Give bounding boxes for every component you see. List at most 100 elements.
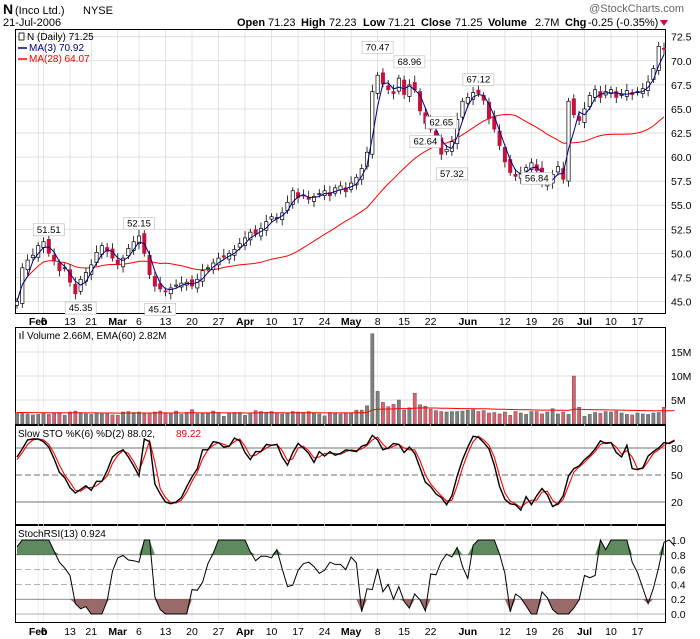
volume-bar-up	[640, 413, 645, 425]
candle-up	[311, 196, 316, 202]
volume-tick-label: 5M	[671, 395, 686, 407]
x-tick-label-top: 21	[85, 316, 97, 328]
candle-up	[375, 74, 380, 94]
candle-down	[190, 279, 195, 287]
candle-down	[391, 91, 396, 94]
x-tick-label-bottom: 27	[213, 626, 225, 638]
volume-bar-up	[625, 414, 629, 425]
volume-bar-up	[375, 391, 380, 425]
candle-up	[524, 167, 529, 172]
volume-bar-up	[545, 411, 550, 425]
x-tick-label-bottom: 24	[319, 626, 331, 638]
volume-bar-down	[572, 375, 576, 425]
volume-bar-up	[471, 409, 475, 425]
volume-bar-up	[619, 412, 624, 425]
volume-tick-label: 15M	[671, 347, 691, 359]
stochrsi-oversold-fill	[17, 599, 664, 614]
volume-bar-down	[428, 408, 433, 425]
x-tick-label-top: Apr	[236, 316, 254, 328]
candle-up	[174, 284, 179, 287]
x-tick-label-bottom: 17	[292, 626, 304, 638]
chg-value: -0.25 (-0.35%)	[588, 17, 658, 29]
candle-down	[662, 47, 666, 50]
x-tick-label-top: 6	[41, 316, 47, 328]
volume-bar-down	[577, 407, 581, 425]
stochrsi-tick-label: 0.8	[671, 550, 686, 562]
volume-bar-down	[503, 411, 507, 425]
volume-bar-up	[365, 405, 369, 425]
candle-up	[317, 193, 322, 195]
price-tick-label: 47.5	[671, 272, 692, 284]
volume-bar-down	[105, 413, 109, 425]
volume-bar-down	[381, 402, 385, 425]
price-tick-label: 70.0	[671, 56, 692, 68]
stochrsi-tick-label: 0.4	[671, 579, 686, 591]
volume-bar-up	[179, 414, 184, 425]
volume-bar-up	[465, 409, 470, 425]
volume-bar-up	[524, 414, 528, 425]
volume-bar-up	[646, 414, 650, 425]
x-tick-label-bottom: Apr	[236, 626, 254, 638]
candle-up	[656, 46, 661, 71]
candle-up	[529, 162, 534, 170]
volume-bar-up	[582, 416, 587, 425]
x-tick-label-top: 19	[526, 316, 538, 328]
candle-legend-icon	[18, 32, 25, 41]
volume-bar-up	[237, 412, 242, 425]
x-tick-label-top: Mar	[108, 316, 127, 328]
volume-bar-up	[211, 410, 216, 425]
volume-bar-up	[656, 412, 661, 425]
candle-down	[486, 101, 491, 119]
x-tick-label-bottom: 19	[526, 626, 538, 638]
volume-bar-down	[481, 410, 486, 425]
candle-down	[327, 192, 332, 196]
x-tick-label-top: 20	[186, 316, 198, 328]
volume-bar-down	[391, 404, 396, 425]
price-tick-label: 52.5	[671, 224, 692, 236]
volume-bar-up	[62, 415, 67, 425]
volume-bar-up	[137, 411, 141, 425]
volume-bar-down	[147, 412, 152, 425]
candle-up	[407, 84, 412, 97]
low-value: 71.21	[388, 17, 416, 29]
volume-bar-up	[450, 411, 454, 425]
gridlines	[16, 30, 665, 622]
volume-bar-down	[386, 406, 391, 425]
candle-up	[555, 166, 560, 173]
volume-bar-down	[476, 411, 481, 425]
volume-bar-up	[15, 412, 19, 425]
candle-up	[195, 278, 200, 289]
volume-bar-down	[662, 407, 666, 425]
volume-bar-up	[593, 412, 597, 425]
volume-bar-up	[587, 414, 592, 425]
volume-bar-up	[651, 412, 656, 425]
volume-bar-up	[301, 412, 306, 425]
x-tick-label-bottom: 21	[85, 626, 97, 638]
price-annotation-box	[409, 135, 442, 148]
volume-legend-icon	[19, 333, 21, 339]
volume-bar-up	[200, 412, 205, 425]
volume-bar-up	[312, 412, 316, 425]
price-annotation: 45.35	[69, 303, 93, 314]
volume-legend: Volume 2.66M, EMA(60) 2.82M	[19, 331, 167, 342]
volume-bar-up	[322, 415, 327, 425]
volume-bar-up	[556, 413, 560, 425]
price-annotation: 70.47	[366, 42, 390, 53]
volume-label: Volume	[488, 17, 527, 29]
volume-bar-down	[142, 413, 147, 425]
candle-up	[370, 91, 375, 155]
volume-bar-up	[41, 413, 46, 425]
x-tick-label-bottom: 26	[552, 626, 564, 638]
volume-bar-up	[529, 411, 534, 425]
volume-bar-down	[418, 404, 422, 425]
x-tick-label-top: Jun	[458, 316, 477, 328]
x-tick-label-bottom: 12	[499, 626, 511, 638]
price-annotation-box	[462, 73, 495, 86]
price-tick-label: 45.0	[671, 296, 692, 308]
volume-bar-up	[333, 412, 338, 425]
candle-down	[46, 239, 51, 254]
stoch-tick-label: 80	[671, 443, 683, 455]
candle-down	[57, 262, 62, 271]
price-annotation: 56.84	[525, 173, 549, 184]
